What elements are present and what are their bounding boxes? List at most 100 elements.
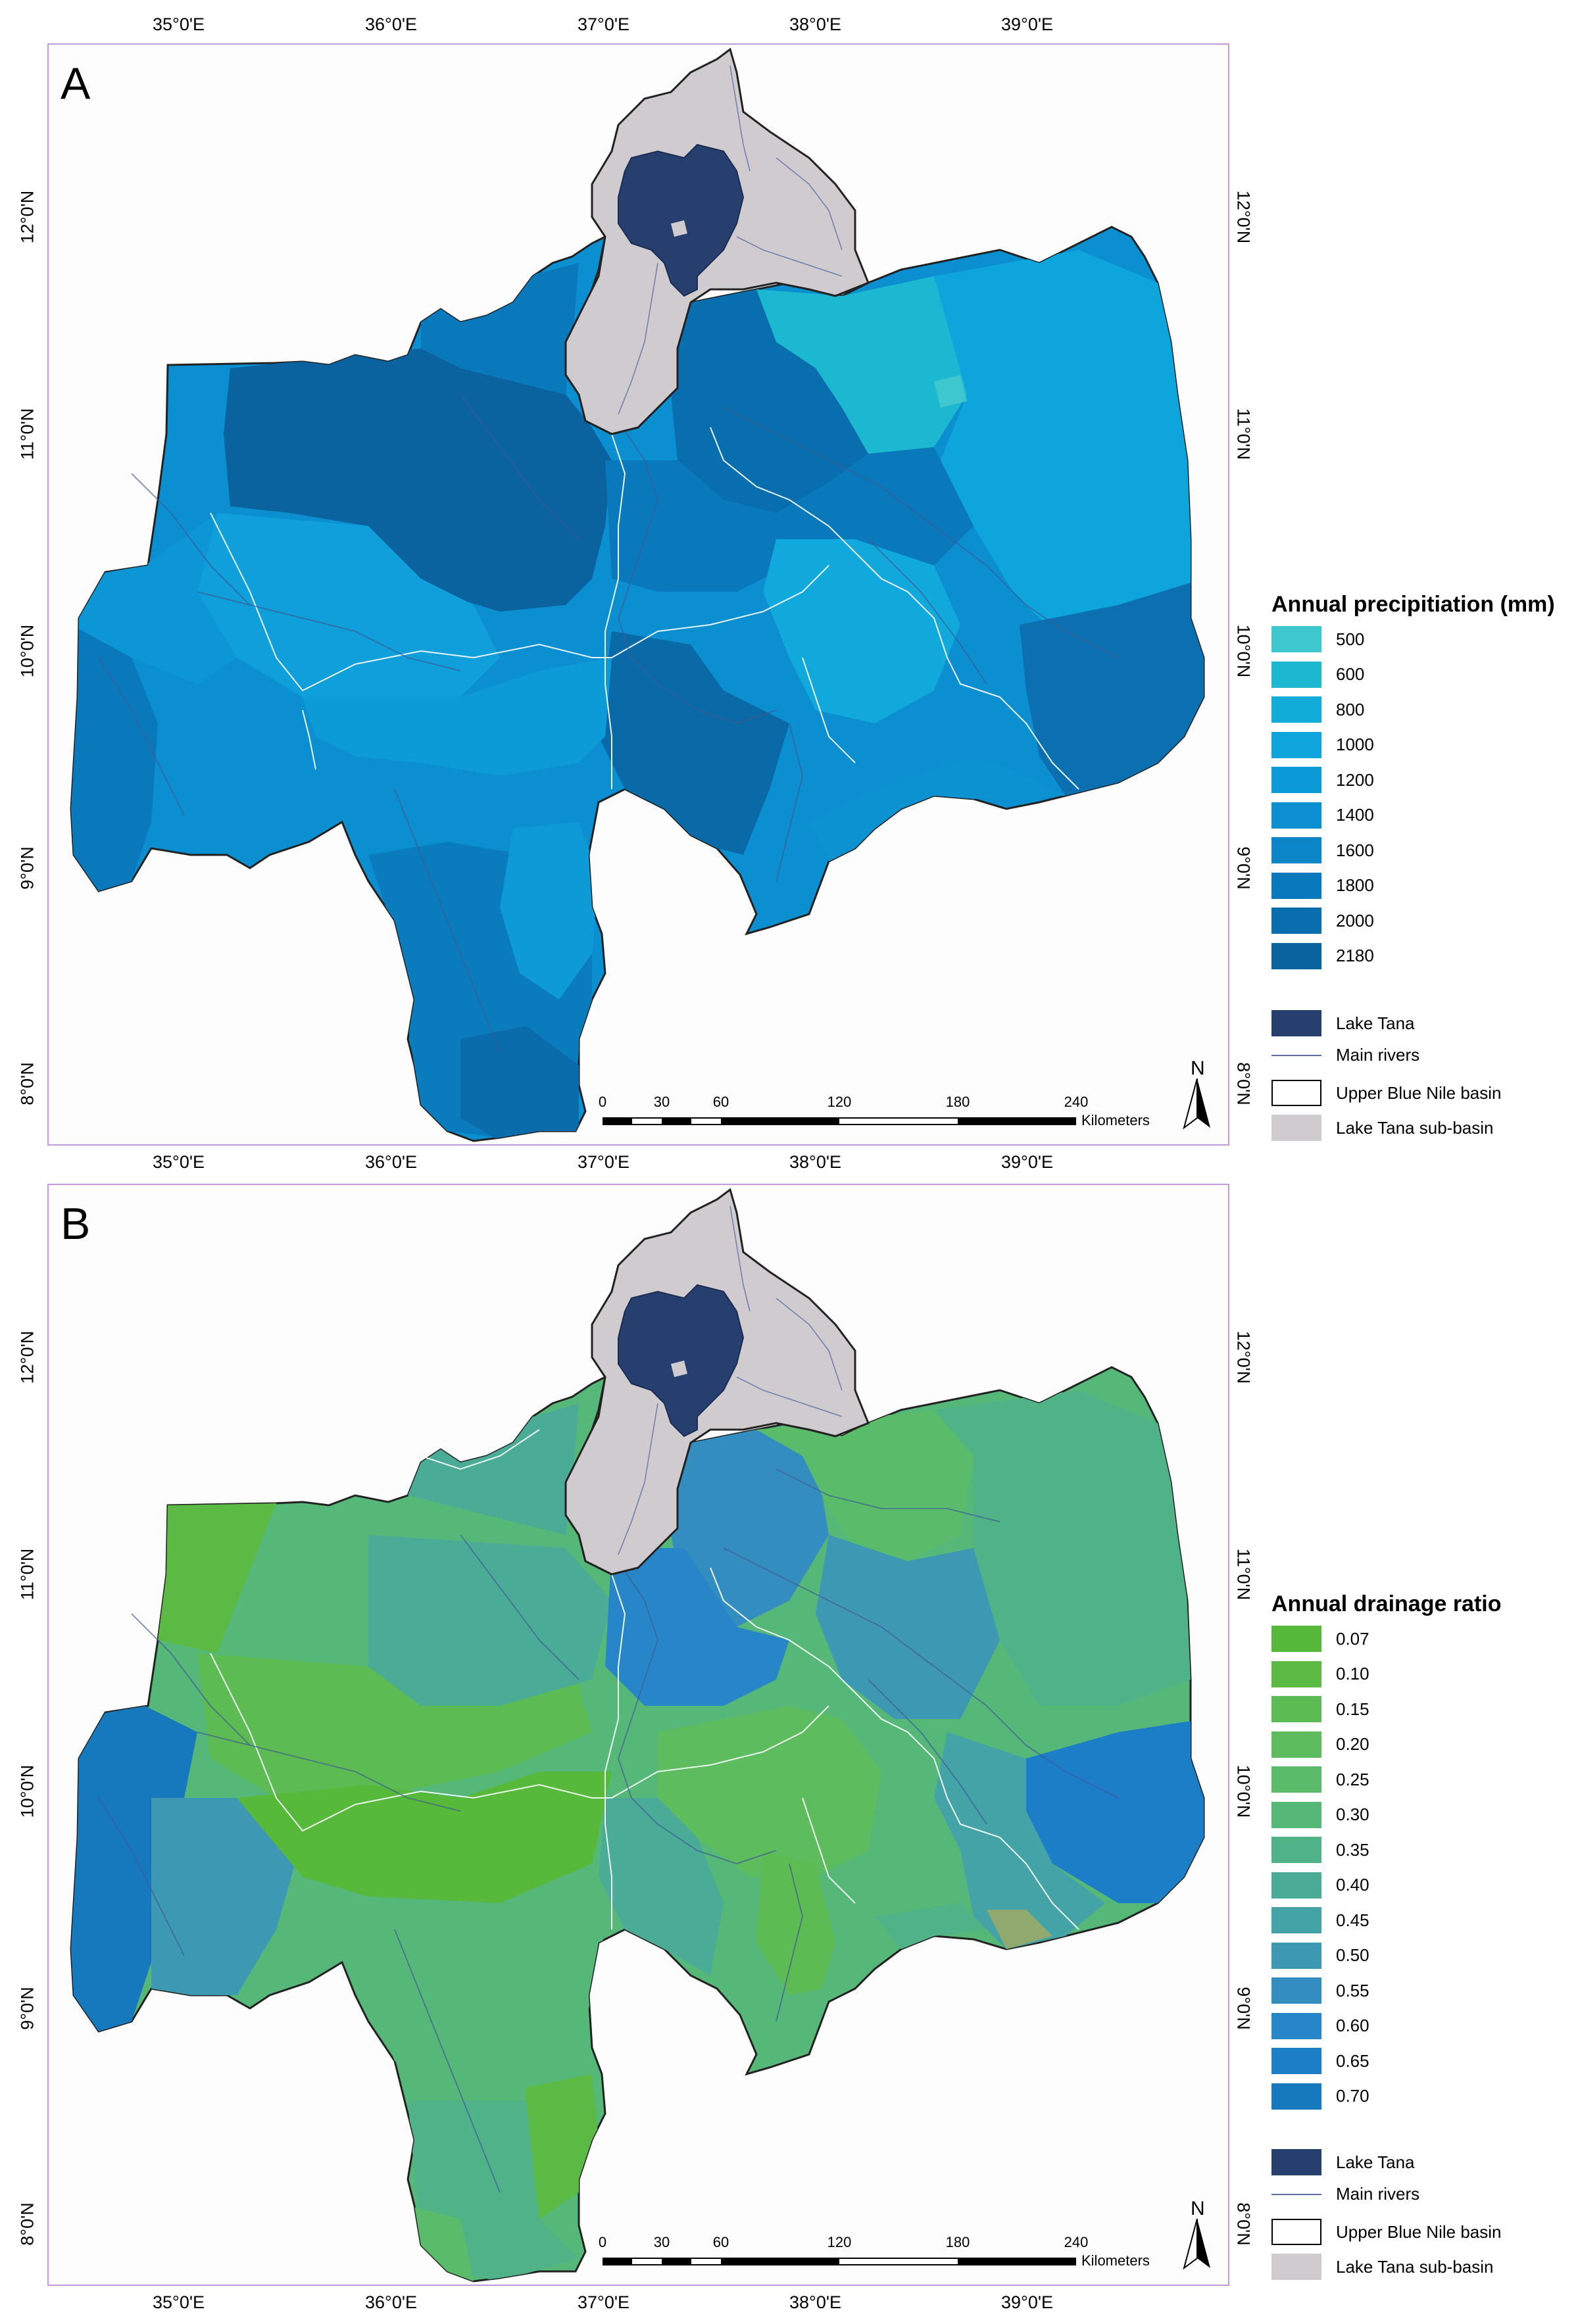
legend-label: 1200 — [1336, 769, 1374, 790]
legend-item: 2180 — [1271, 942, 1374, 969]
legend-item: 2000 — [1271, 908, 1374, 934]
lon-top-label: 38°0'E — [789, 14, 842, 34]
main-rivers — [98, 394, 1119, 1053]
legend-item: 0.25 — [1271, 1766, 1369, 1793]
lon-bottom-label: 36°0'E — [365, 1152, 418, 1172]
lon-bottom-label: 37°0'E — [578, 2292, 630, 2312]
legend-label: 800 — [1336, 699, 1365, 719]
precip-zone-2000 — [599, 631, 789, 855]
legend-swatch — [1271, 942, 1321, 969]
drainage-zone-0.15 — [756, 1851, 835, 1995]
legend-label: 1800 — [1336, 875, 1374, 895]
scale-label: 120 — [827, 1094, 852, 1110]
drainage-zone-0.20 — [658, 1706, 881, 1877]
legend-swatch — [1271, 1626, 1321, 1652]
drainage-zone-0.40 — [408, 1403, 579, 1535]
legend-swatch — [1271, 837, 1321, 863]
scale-label: 30 — [653, 1094, 670, 1110]
legend-label: 0.25 — [1336, 1769, 1369, 1789]
legend-title-drainage: Annual drainage ratio — [1271, 1591, 1502, 1616]
lake-tana — [618, 143, 745, 297]
drainage-zones — [71, 1390, 1204, 2281]
lon-top-label: 39°0'E — [1001, 14, 1054, 34]
drainage-zone-0.30 — [368, 1864, 605, 2100]
legend-label: 0.20 — [1336, 1734, 1369, 1754]
scale-unit: Kilometers — [1081, 2252, 1150, 2269]
precip-zone-1200 — [303, 658, 612, 776]
legend-label: Main rivers — [1336, 1045, 1420, 1065]
panel-letter-b: B — [61, 1199, 91, 1249]
scale-label: 240 — [1064, 2234, 1089, 2250]
drainage-zone-0.35 — [875, 1903, 987, 1949]
legend-swatch — [1271, 1696, 1321, 1722]
lon-bottom-label: 38°0'E — [789, 1152, 842, 1172]
legend-label: 0.40 — [1336, 1875, 1369, 1895]
legend-label: Lake Tana sub-basin — [1336, 2256, 1494, 2277]
legend-label: 0.50 — [1336, 1945, 1369, 1965]
lon-bottom-label: 36°0'E — [365, 2292, 418, 2312]
legend-label: 0.35 — [1336, 1839, 1369, 1860]
drainage-zone-0.45 — [934, 1732, 1105, 1949]
precip-zone-2000 — [671, 289, 868, 513]
drainage-zone-0.25 — [408, 2206, 474, 2281]
legend-item-subbasin: Lake Tana sub-basin — [1271, 1115, 1493, 1141]
legend-item: 600 — [1271, 661, 1365, 688]
precipitation-zones — [71, 250, 1204, 1141]
main-rivers — [98, 1468, 1119, 2193]
lon-top-label: 36°0'E — [365, 14, 418, 34]
river-swatch — [1271, 2193, 1321, 2195]
lon-bottom-label: 39°0'E — [1001, 1152, 1054, 1172]
lake-swatch — [1271, 2149, 1321, 2175]
legend-item-lake: Lake Tana — [1271, 1010, 1415, 1036]
legend-swatch — [1271, 2083, 1321, 2110]
legend-swatch — [1271, 872, 1321, 899]
scale-unit: Kilometers — [1081, 1112, 1150, 1128]
north-label: N — [1191, 2198, 1205, 2219]
legend-label: 600 — [1336, 664, 1365, 684]
scale-label: 0 — [598, 1094, 607, 1110]
legend-label: 0.45 — [1336, 1910, 1369, 1930]
precip-zone-1400 — [71, 513, 237, 684]
legend-swatch — [1271, 802, 1321, 829]
precip-zone-1000 — [934, 250, 1204, 658]
drainage-zone-0.35 — [934, 1390, 1191, 1706]
legend-item: 1800 — [1271, 872, 1374, 899]
river-swatch — [1271, 1054, 1321, 1056]
lake-tana — [618, 1284, 745, 1438]
legend-item-river: Main rivers — [1271, 1045, 1419, 1065]
legend-item-basin: Upper Blue Nile basin — [1271, 1080, 1501, 1106]
drainage-zone-0.25 — [987, 1910, 1052, 1949]
sub-basin-rivers — [618, 1205, 843, 1555]
subbasin-swatch — [1271, 2254, 1321, 2280]
legend-swatch — [1271, 1801, 1321, 1828]
lake-swatch — [1271, 1010, 1321, 1036]
precip-zone-1400 — [809, 756, 1066, 861]
precip-zone-2000 — [460, 1026, 579, 1141]
legend-item: 1600 — [1271, 837, 1374, 863]
legend-swatch — [1271, 1872, 1321, 1899]
drainage-zone-0.55 — [671, 1430, 829, 1627]
drainage-zone-0.60 — [605, 1548, 789, 1706]
precip-zone-600 — [756, 276, 974, 454]
drainage-zone-0.40 — [599, 1798, 724, 1975]
legend-item: 0.60 — [1271, 2012, 1369, 2039]
legend-title-precipitation: Annual precipitiation (mm) — [1271, 592, 1555, 617]
precip-zone-1200 — [500, 822, 599, 1000]
legend-item: 0.70 — [1271, 2083, 1369, 2110]
scale-label: 120 — [827, 2234, 852, 2250]
legend-swatch — [1271, 1766, 1321, 1793]
legend-label: 0.65 — [1336, 2050, 1369, 2071]
legend-label: Lake Tana — [1336, 1013, 1415, 1033]
north-arrow-icon — [1183, 2219, 1210, 2270]
drainage-zone-0.10 — [520, 2074, 599, 2219]
legend-label: Upper Blue Nile basin — [1336, 2221, 1502, 2242]
lake-island — [671, 1361, 687, 1377]
legend-label: 0.07 — [1336, 1628, 1369, 1649]
legend-item-river: Main rivers — [1271, 2184, 1419, 2204]
legend-label: 1000 — [1336, 735, 1374, 754]
legend-item: 0.50 — [1271, 1942, 1369, 1969]
drainage-zone-0.25 — [756, 1410, 974, 1561]
precip-zone-1800 — [421, 263, 579, 395]
precip-zone-500 — [934, 375, 967, 408]
drainage-zone-0.50 — [816, 1535, 1000, 1719]
